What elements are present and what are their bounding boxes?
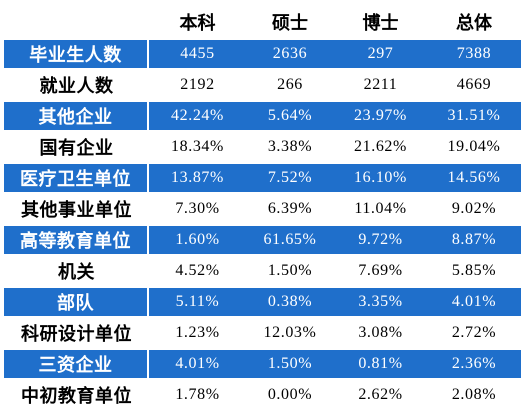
cell-doctor: 3.08% (334, 317, 427, 348)
table-row: 三资企业 4.01% 1.50% 0.81% 2.36% (4, 348, 521, 379)
cell-bachelor: 13.87% (149, 162, 246, 193)
cell-bachelor: 1.60% (149, 224, 246, 255)
cell-bachelor: 42.24% (149, 100, 246, 131)
cell-doctor: 2211 (334, 69, 427, 100)
cell-overall: 14.56% (427, 162, 521, 193)
row-label: 就业人数 (4, 69, 149, 100)
cell-master: 2636 (246, 38, 334, 69)
row-label: 三资企业 (4, 348, 149, 379)
cell-master: 6.39% (246, 193, 334, 224)
cell-master: 3.38% (246, 131, 334, 162)
table-header: 本科 硕士 博士 总体 (4, 6, 521, 38)
table-row: 中初教育单位 1.78% 0.00% 2.62% 2.08% (4, 379, 521, 410)
header-corner (4, 6, 149, 38)
cell-bachelor: 4455 (149, 38, 246, 69)
cell-overall: 4.01% (427, 286, 521, 317)
cell-doctor: 0.81% (334, 348, 427, 379)
cell-overall: 2.08% (427, 379, 521, 410)
cell-bachelor: 4.01% (149, 348, 246, 379)
cell-overall: 4669 (427, 69, 521, 100)
cell-master: 7.52% (246, 162, 334, 193)
row-label: 其他企业 (4, 100, 149, 131)
cell-bachelor: 1.23% (149, 317, 246, 348)
cell-doctor: 23.97% (334, 100, 427, 131)
row-label: 科研设计单位 (4, 317, 149, 348)
row-label: 国有企业 (4, 131, 149, 162)
cell-master: 1.50% (246, 348, 334, 379)
row-label: 毕业生人数 (4, 38, 149, 69)
table-row: 其他企业 42.24% 5.64% 23.97% 31.51% (4, 100, 521, 131)
cell-doctor: 2.62% (334, 379, 427, 410)
table-row: 其他事业单位 7.30% 6.39% 11.04% 9.02% (4, 193, 521, 224)
cell-overall: 7388 (427, 38, 521, 69)
cell-master: 5.64% (246, 100, 334, 131)
cell-master: 1.50% (246, 255, 334, 286)
cell-master: 12.03% (246, 317, 334, 348)
row-label: 中初教育单位 (4, 379, 149, 410)
table-row: 就业人数 2192 266 2211 4669 (4, 69, 521, 100)
cell-doctor: 9.72% (334, 224, 427, 255)
cell-bachelor: 18.34% (149, 131, 246, 162)
row-label: 机关 (4, 255, 149, 286)
row-label: 其他事业单位 (4, 193, 149, 224)
table-row: 部队 5.11% 0.38% 3.35% 4.01% (4, 286, 521, 317)
employment-table: 本科 硕士 博士 总体 毕业生人数 4455 2636 297 7388 就业人… (4, 6, 521, 410)
cell-doctor: 7.69% (334, 255, 427, 286)
cell-overall: 2.36% (427, 348, 521, 379)
header-bachelor: 本科 (149, 6, 246, 38)
cell-bachelor: 4.52% (149, 255, 246, 286)
cell-bachelor: 7.30% (149, 193, 246, 224)
cell-doctor: 21.62% (334, 131, 427, 162)
table-row: 医疗卫生单位 13.87% 7.52% 16.10% 14.56% (4, 162, 521, 193)
cell-doctor: 11.04% (334, 193, 427, 224)
cell-overall: 31.51% (427, 100, 521, 131)
cell-overall: 8.87% (427, 224, 521, 255)
cell-master: 0.00% (246, 379, 334, 410)
table-row: 高等教育单位 1.60% 61.65% 9.72% 8.87% (4, 224, 521, 255)
cell-master: 0.38% (246, 286, 334, 317)
cell-master: 266 (246, 69, 334, 100)
header-row: 本科 硕士 博士 总体 (4, 6, 521, 38)
cell-bachelor: 1.78% (149, 379, 246, 410)
row-label: 高等教育单位 (4, 224, 149, 255)
cell-master: 61.65% (246, 224, 334, 255)
table-row: 毕业生人数 4455 2636 297 7388 (4, 38, 521, 69)
table-body: 毕业生人数 4455 2636 297 7388 就业人数 2192 266 2… (4, 38, 521, 410)
cell-overall: 19.04% (427, 131, 521, 162)
cell-bachelor: 5.11% (149, 286, 246, 317)
header-master: 硕士 (246, 6, 334, 38)
table-row: 国有企业 18.34% 3.38% 21.62% 19.04% (4, 131, 521, 162)
table-row: 机关 4.52% 1.50% 7.69% 5.85% (4, 255, 521, 286)
row-label: 部队 (4, 286, 149, 317)
header-doctor: 博士 (334, 6, 427, 38)
cell-overall: 9.02% (427, 193, 521, 224)
header-overall: 总体 (427, 6, 521, 38)
row-label: 医疗卫生单位 (4, 162, 149, 193)
cell-doctor: 3.35% (334, 286, 427, 317)
cell-doctor: 297 (334, 38, 427, 69)
cell-bachelor: 2192 (149, 69, 246, 100)
table-row: 科研设计单位 1.23% 12.03% 3.08% 2.72% (4, 317, 521, 348)
cell-overall: 2.72% (427, 317, 521, 348)
cell-doctor: 16.10% (334, 162, 427, 193)
cell-overall: 5.85% (427, 255, 521, 286)
